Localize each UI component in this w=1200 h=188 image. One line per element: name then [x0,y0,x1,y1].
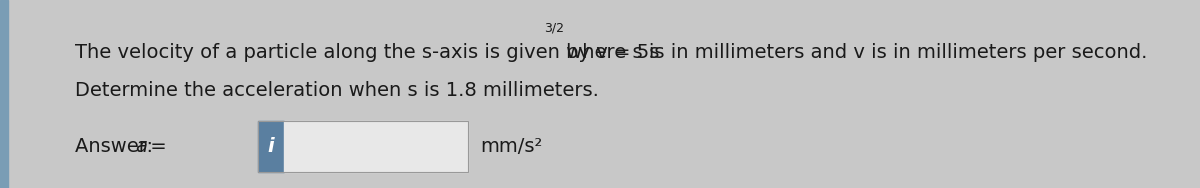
Text: i: i [268,137,275,156]
Bar [0,0,8,188]
Text: Determine the acceleration when s is 1.8 millimeters.: Determine the acceleration when s is 1.8… [74,81,599,100]
Text: 3/2: 3/2 [544,22,564,35]
Bar [258,121,284,172]
Text: mm/s²: mm/s² [480,137,542,156]
Bar [284,121,468,172]
Text: Answer:: Answer: [74,137,160,156]
Text: The velocity of a particle along the s-axis is given by v = 5s: The velocity of a particle along the s-a… [74,43,659,62]
Text: where s is in millimeters and v is in millimeters per second.: where s is in millimeters and v is in mi… [559,43,1147,62]
Text: a: a [136,137,148,156]
Text: =: = [144,137,173,156]
